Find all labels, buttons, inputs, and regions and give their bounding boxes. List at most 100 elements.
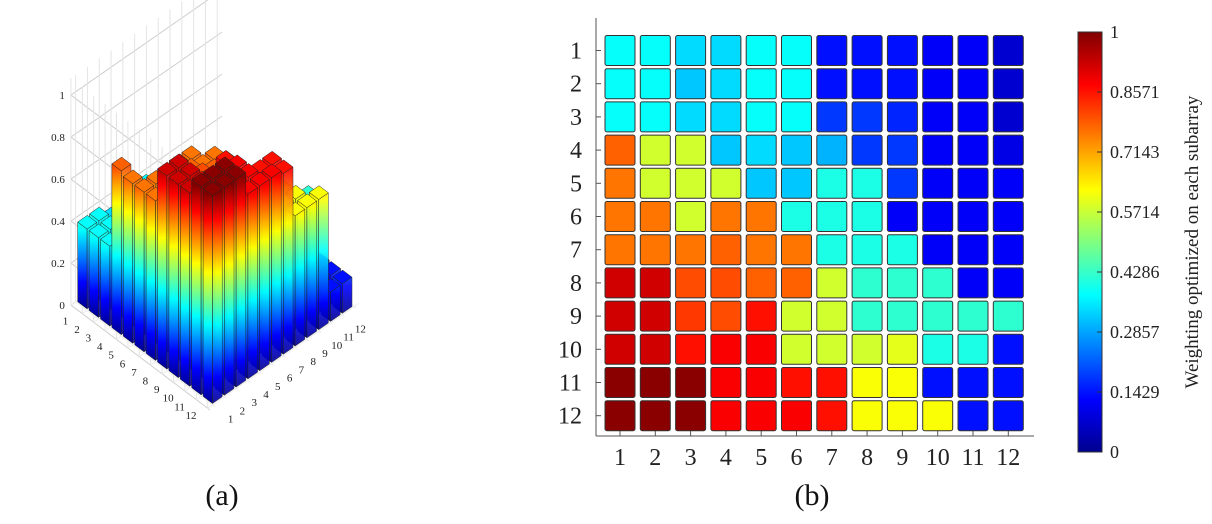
heatmap-row-label: 9 <box>570 304 582 330</box>
heatmap-cell <box>957 333 989 365</box>
heatmap-cell <box>781 333 812 365</box>
heatmap-cell <box>992 35 1024 66</box>
heatmap-cell <box>922 367 954 398</box>
heatmap-cell <box>816 333 848 365</box>
heatmap-cell <box>886 333 918 365</box>
bar3d-row-tick-label: 2 <box>74 324 80 336</box>
colorbar-tick-label: 0.7143 <box>1110 142 1160 162</box>
heatmap-cell <box>816 234 848 266</box>
bar3d-row-tick-label: 5 <box>108 350 114 362</box>
heatmap-cell <box>816 201 848 232</box>
heatmap-cell <box>957 300 989 332</box>
heatmap-row-label: 12 <box>558 404 582 430</box>
heatmap-cell <box>781 267 812 299</box>
bar3d-col-tick-label: 1 <box>228 414 234 426</box>
heatmap-cell <box>675 367 707 398</box>
heatmap-cell <box>710 68 742 100</box>
heatmap-cell <box>957 167 989 199</box>
heatmap-cell <box>639 234 671 266</box>
heatmap-cell <box>710 167 742 199</box>
heatmap-cell <box>992 101 1024 133</box>
heatmap-cell <box>745 400 777 432</box>
heatmap-cell <box>851 400 883 432</box>
heatmap-col-label: 10 <box>926 445 950 471</box>
heatmap-cell <box>745 234 777 266</box>
heatmap-cell <box>745 101 777 133</box>
heatmap-cell <box>851 167 883 199</box>
heatmap-row-label: 5 <box>570 171 582 197</box>
colorbar-tick-label: 0.2857 <box>1110 322 1160 342</box>
bar3d-col-tick-label: 11 <box>343 332 354 344</box>
bar3d-row-tick-label: 4 <box>97 341 103 353</box>
heatmap-col-label: 11 <box>961 445 984 471</box>
bar3d-col-tick-label: 7 <box>299 364 305 376</box>
bar3d-z-tick-label: 0.4 <box>51 216 65 228</box>
heatmap-cell <box>957 400 989 432</box>
bar3d-row-tick-label: 6 <box>120 358 126 370</box>
heatmap-cell <box>675 267 707 299</box>
heatmap-cell <box>745 333 777 365</box>
heatmap-cell <box>851 201 883 232</box>
heatmap-cell <box>957 267 989 299</box>
heatmap-cell <box>639 134 671 166</box>
colorbar-title: Weighting optimized on each subarray <box>1182 95 1203 388</box>
heatmap-cell <box>922 300 954 332</box>
heatmap-row-label: 6 <box>570 205 582 231</box>
heatmap-col-label: 7 <box>826 445 838 471</box>
heatmap-cell <box>886 101 918 133</box>
heatmap-cell <box>675 400 707 432</box>
heatmap-cell <box>886 400 918 432</box>
heatmap-cell <box>957 134 989 166</box>
heatmap-cell <box>710 201 742 232</box>
heatmap-col-label: 8 <box>861 445 873 471</box>
heatmap-row-label: 10 <box>558 337 582 363</box>
bar3d-col-tick-label: 5 <box>275 381 281 393</box>
heatmap-cell <box>710 267 742 299</box>
heatmap-cell <box>710 101 742 133</box>
heatmap-cell <box>604 101 636 133</box>
heatmap-cell <box>851 267 883 299</box>
heatmap-cell <box>710 367 742 398</box>
colorbar: 0 0.1429 0.2857 0.4286 0.5714 0.7143 0.8571 1 We… <box>1077 22 1203 462</box>
colorbar-tick-label: 0.4286 <box>1110 262 1160 282</box>
heatmap-cell <box>639 35 671 66</box>
heatmap-cell <box>886 300 918 332</box>
heatmap-cell <box>957 201 989 232</box>
bar3d-row-tick-label: 11 <box>174 401 185 413</box>
heatmap-cell <box>886 201 918 232</box>
heatmap-cell <box>781 234 812 266</box>
heatmap-cell <box>604 68 636 100</box>
bar3d-col-tick-label: 6 <box>287 373 293 385</box>
heatmap-cell <box>816 101 848 133</box>
heatmap-cell <box>745 201 777 232</box>
heatmap-cell <box>851 134 883 166</box>
heatmap-cell <box>781 367 812 398</box>
heatmap-cell <box>675 234 707 266</box>
heatmap-cell <box>639 201 671 232</box>
heatmap-cell <box>710 35 742 66</box>
bar3d-col-tick-label: 10 <box>331 340 343 352</box>
heatmap-cell <box>675 68 707 100</box>
colorbar-tick-label: 0 <box>1110 442 1119 462</box>
heatmap-cell <box>992 134 1024 166</box>
heatmap-cell <box>639 300 671 332</box>
colorbar-tick-label: 0.5714 <box>1110 202 1160 222</box>
heatmap-cell <box>675 300 707 332</box>
heatmap-cell <box>992 400 1024 432</box>
heatmap-cell <box>886 234 918 266</box>
heatmap-cell <box>745 134 777 166</box>
heatmap-col-label: 2 <box>649 445 661 471</box>
heatmap-col-label: 3 <box>685 445 697 471</box>
colorbar-tick-label: 0.8571 <box>1110 82 1160 102</box>
heatmap-cell <box>639 101 671 133</box>
heatmap-cell <box>957 35 989 66</box>
bar3d-col-tick-label: 3 <box>251 397 257 409</box>
bar3d-bar <box>202 181 223 405</box>
heatmap-cell <box>675 167 707 199</box>
heatmap-cell <box>604 134 636 166</box>
heatmap-cell <box>992 333 1024 365</box>
heatmap-cell <box>851 367 883 398</box>
heatmap-cell <box>851 101 883 133</box>
heatmap-cell <box>816 300 848 332</box>
